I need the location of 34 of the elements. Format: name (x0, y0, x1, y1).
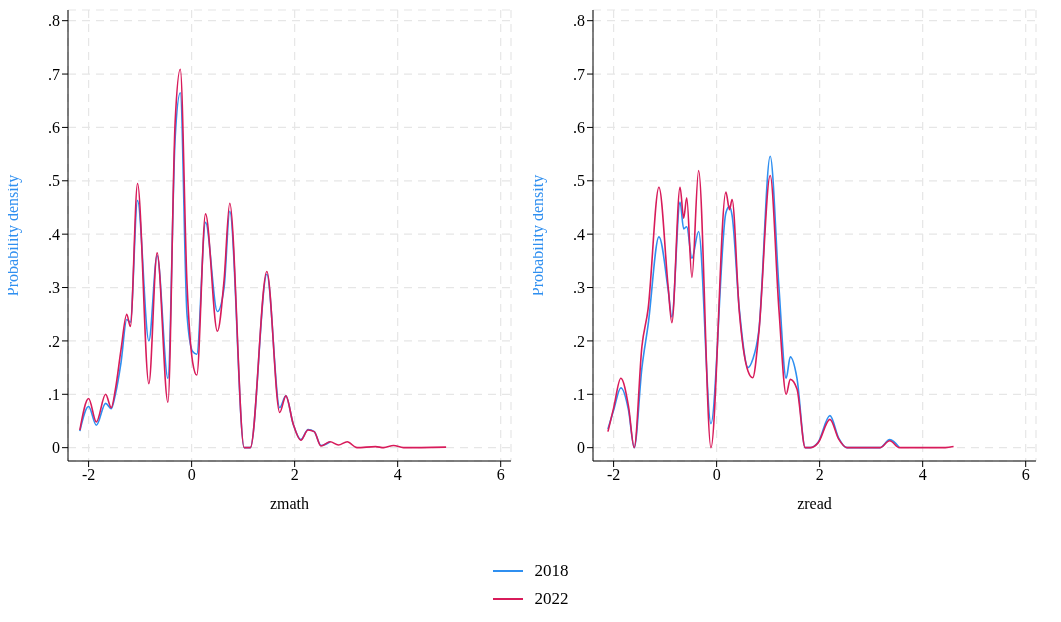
x-tick-label: 0 (187, 466, 196, 484)
x-tick-label: -2 (81, 466, 96, 484)
y-tick-label: .6 (48, 119, 60, 137)
x-tick-label: 6 (1021, 466, 1030, 484)
y-tick-label: .8 (48, 12, 60, 30)
legend-label: 2022 (534, 589, 569, 609)
x-axis-title: zread (797, 495, 832, 512)
x-tick-label: 4 (918, 466, 927, 484)
y-tick-label: 0 (577, 439, 585, 457)
y-tick-label: 0 (52, 439, 60, 457)
y-tick-label: .5 (48, 172, 60, 190)
x-tick-label: 0 (712, 466, 721, 484)
x-tick-label: 4 (393, 466, 402, 484)
y-tick-label: .7 (48, 65, 60, 83)
x-tick-label: -2 (606, 466, 621, 484)
line-series (79, 68, 447, 449)
y-tick-label: .8 (573, 12, 585, 30)
legend-label: 2018 (534, 561, 569, 581)
y-tick-label: .5 (573, 172, 585, 190)
x-tick-label: 6 (496, 466, 505, 484)
y-tick-label: .7 (573, 65, 585, 83)
line-series (607, 169, 955, 449)
y-tick-label: .3 (48, 279, 60, 297)
y-tick-label: .2 (573, 332, 585, 350)
y-tick-label: .4 (48, 225, 60, 243)
y-tick-label: .6 (573, 119, 585, 137)
y-tick-label: .4 (573, 225, 585, 243)
x-tick-label: 2 (815, 466, 824, 484)
x-tick-label: 2 (290, 466, 299, 484)
x-axis-title: zmath (269, 495, 310, 512)
y-tick-label: .2 (48, 332, 60, 350)
y-tick-label: .3 (573, 279, 585, 297)
y-tick-label: .1 (48, 385, 60, 403)
y-tick-label: .1 (573, 385, 585, 403)
